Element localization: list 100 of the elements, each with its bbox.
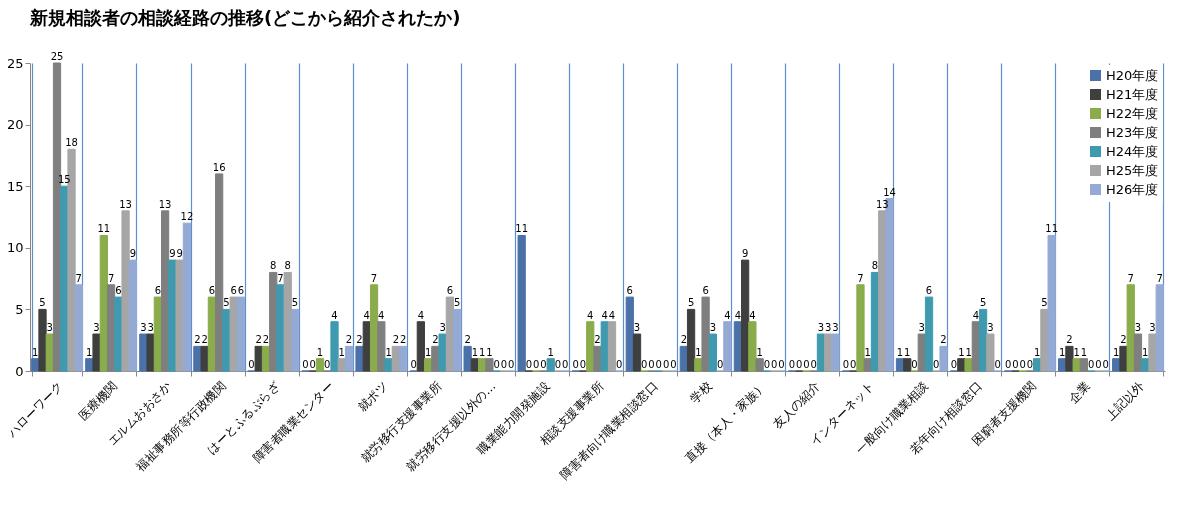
data-label: 0: [641, 359, 648, 370]
data-label: 1: [471, 346, 479, 358]
data-label: 13: [119, 198, 132, 210]
bar: [369, 284, 379, 372]
data-label: 0: [1012, 359, 1019, 370]
bar: [863, 358, 872, 372]
data-label: 1: [958, 346, 965, 358]
data-label: 0: [803, 359, 810, 370]
data-label: 0: [410, 359, 417, 370]
data-label: 0: [1102, 359, 1109, 370]
data-label: 3: [832, 322, 839, 334]
data-label: 6: [154, 285, 162, 297]
data-label: 18: [65, 137, 78, 149]
bar: [632, 333, 642, 372]
data-label: 1: [86, 346, 93, 358]
data-label: 2: [464, 334, 471, 346]
data-label: 5: [979, 297, 987, 309]
data-label: 1: [896, 346, 904, 358]
data-label: 1: [547, 346, 554, 358]
data-label: 5: [39, 297, 46, 309]
bar: [708, 333, 717, 372]
bar: [978, 308, 988, 372]
y-tick-label: 20: [6, 117, 24, 133]
bar: [625, 296, 634, 372]
x-tick-label: 上記以外: [1103, 379, 1147, 423]
data-label: 0: [1019, 359, 1026, 370]
data-label: 0: [655, 359, 662, 370]
data-label: 0: [562, 359, 569, 370]
data-label: 1: [1142, 346, 1149, 358]
data-label: 0: [500, 359, 508, 370]
bar: [607, 321, 617, 372]
bar: [903, 358, 912, 372]
data-label: 0: [1088, 359, 1095, 370]
bar: [1072, 358, 1081, 372]
bar: [1133, 333, 1143, 372]
data-label: 7: [1127, 272, 1134, 284]
data-label: 15: [57, 174, 71, 186]
bar: [924, 296, 934, 372]
bar: [1047, 234, 1056, 372]
data-label: 2: [345, 334, 353, 346]
data-label: 4: [749, 309, 756, 321]
data-label: 7: [277, 272, 284, 284]
data-label: 6: [230, 285, 237, 297]
data-label: 7: [370, 272, 378, 284]
bar: [586, 321, 595, 372]
data-label: 6: [626, 285, 633, 297]
data-label: 0: [248, 359, 255, 370]
data-label: 3: [147, 322, 154, 334]
data-label: 1: [385, 346, 392, 358]
bar: [1141, 358, 1150, 372]
data-label: 1: [1113, 346, 1120, 358]
bar: [31, 358, 40, 372]
data-label: 0: [795, 359, 803, 370]
bar: [423, 358, 433, 372]
bar: [182, 222, 192, 372]
bar: [1058, 358, 1067, 372]
bar: [290, 308, 300, 372]
data-label: 1: [316, 346, 324, 358]
bar: [478, 358, 487, 372]
data-label: 4: [417, 309, 425, 321]
bar: [45, 333, 54, 372]
data-label: 0: [533, 359, 540, 370]
data-label: 7: [1156, 272, 1163, 284]
bar: [229, 296, 238, 372]
bar: [964, 358, 973, 372]
data-label: 6: [237, 285, 245, 297]
data-label: 0: [911, 359, 918, 370]
data-label: 6: [925, 285, 933, 297]
data-label: 0: [507, 359, 515, 370]
data-label: 2: [392, 334, 400, 346]
data-label: 3: [709, 322, 717, 334]
data-label: 0: [324, 359, 331, 370]
data-label: 0: [302, 359, 309, 370]
data-label: 0: [716, 359, 724, 370]
bar: [600, 321, 609, 372]
data-label: 4: [601, 309, 608, 321]
data-label: 8: [284, 260, 291, 272]
data-label: 0: [579, 359, 587, 370]
bar: [986, 333, 995, 372]
data-label: 9: [176, 248, 183, 260]
data-label: 2: [255, 334, 262, 346]
bar: [957, 358, 966, 372]
data-label: 3: [633, 322, 641, 334]
data-label: 9: [129, 248, 137, 260]
y-tick-label: 25: [6, 55, 24, 71]
bar: [694, 358, 703, 372]
data-label: 5: [223, 297, 230, 309]
data-label: 2: [201, 334, 208, 346]
data-label: 2: [399, 334, 407, 346]
data-label: 11: [515, 223, 529, 235]
data-label: 6: [208, 285, 216, 297]
bar: [485, 358, 494, 372]
bar: [416, 321, 425, 372]
bar: [755, 358, 764, 372]
data-label: 1: [1058, 346, 1066, 358]
data-label: 0: [770, 359, 778, 370]
legend-label: H26年度: [1106, 181, 1159, 197]
data-label: 2: [194, 334, 201, 346]
bar: [895, 358, 905, 372]
data-label: 3: [825, 322, 832, 334]
